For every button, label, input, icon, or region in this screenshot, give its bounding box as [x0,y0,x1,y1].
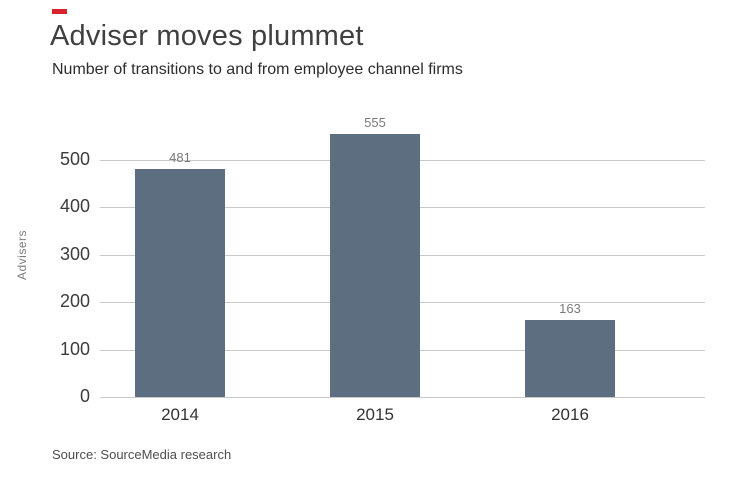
gridline-0 [100,397,705,398]
x-tick-label-2014: 2014 [161,405,199,424]
brand-accent-mark [52,9,67,14]
bar-value-label-2016: 163 [559,300,581,316]
bar-value-label-2014: 481 [169,150,191,165]
y-tick-label-100: 100 [59,338,90,359]
source-note: Source: SourceMedia research [52,447,232,462]
x-tick-label-2016: 2016 [551,405,589,424]
y-tick-label-500: 500 [59,149,90,169]
y-axis-title: Advisers [15,230,29,281]
y-tick-label-0: 0 [79,386,90,406]
x-tick-label-2015: 2015 [356,405,394,424]
bar-2016 [525,319,615,397]
bar-2014 [135,169,225,397]
chart-subtitle: Number of transitions to and from employ… [52,61,463,78]
y-tick-label-400: 400 [59,196,90,217]
bar-2015 [330,133,420,397]
chart-title: Adviser moves plummet [50,20,364,52]
bar-value-label-2015: 555 [364,114,386,130]
y-tick-label-300: 300 [59,243,90,264]
y-tick-label-200: 200 [59,291,90,312]
